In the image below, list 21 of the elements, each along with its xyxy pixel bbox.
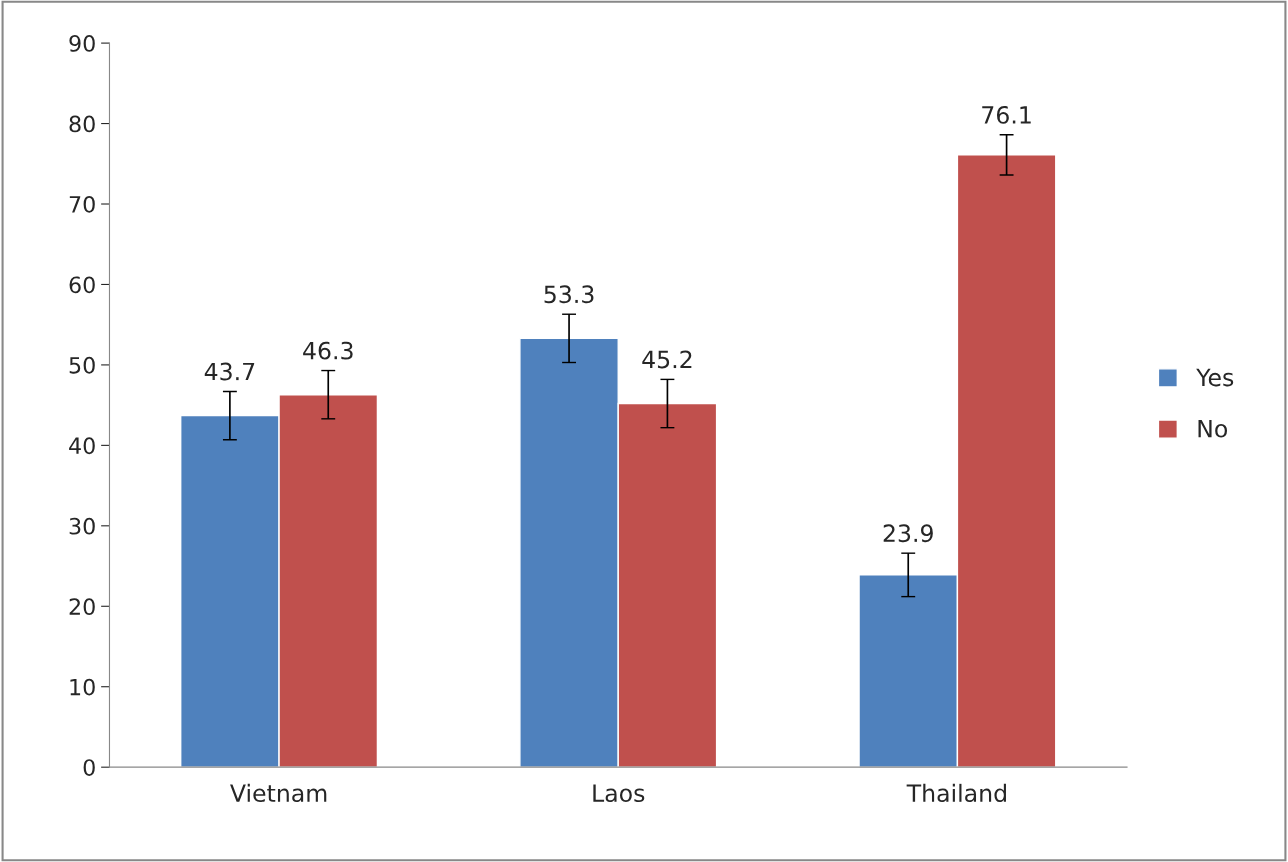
data-label: 45.2 (642, 350, 692, 369)
y-tick-label: 0 (83, 759, 95, 776)
data-label: 23.9 (883, 524, 933, 543)
data-label: 76.1 (982, 105, 1031, 124)
y-tick-label: 70 (69, 195, 95, 213)
data-label: 46.3 (303, 341, 353, 360)
x-tick-label: Laos (593, 784, 645, 803)
y-tick-label: 10 (70, 678, 95, 696)
x-tick-label: Thailand (906, 783, 1006, 803)
y-tick-label: 60 (69, 276, 95, 294)
y-tick-label: 30 (69, 517, 95, 535)
y-tick-label: 90 (69, 35, 95, 52)
y-tick-label: 20 (69, 598, 95, 616)
x-tick-label: Vietnam (230, 783, 327, 803)
data-label: 53.3 (544, 285, 594, 304)
legend-label: No (1198, 420, 1228, 438)
legend-label: Yes (1196, 368, 1234, 387)
y-tick-label: 50 (69, 356, 95, 374)
data-label: 43.7 (204, 362, 255, 381)
y-tick-label: 40 (69, 437, 95, 455)
y-tick-label: 80 (69, 115, 95, 133)
